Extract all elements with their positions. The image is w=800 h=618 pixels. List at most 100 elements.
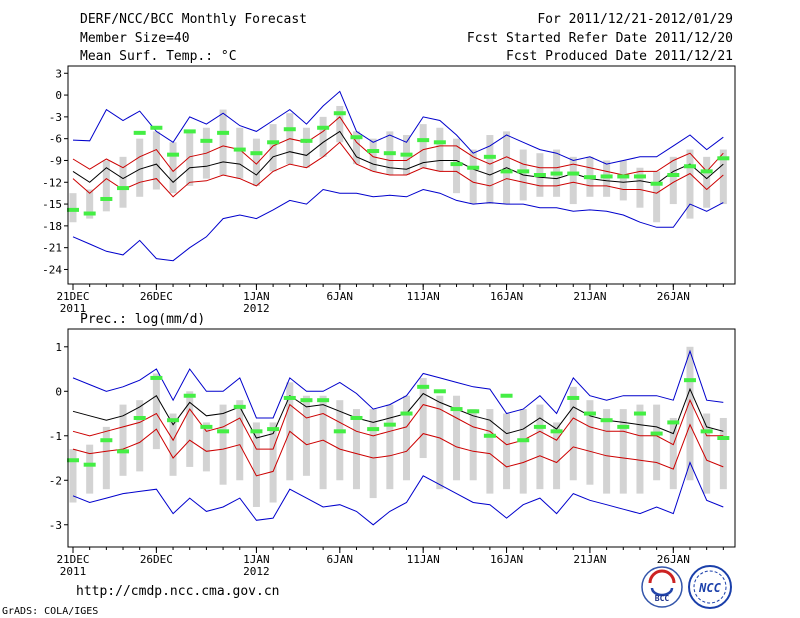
prec-spread-box-11 (236, 400, 244, 481)
bcc-logo-wave-icon (650, 587, 674, 597)
prec-observed-marker-20 (383, 422, 396, 427)
source-url[interactable]: http://cmdp.ncc.cma.gov.cn (76, 584, 280, 599)
temp-xtick-label: 21DEC (56, 290, 89, 303)
temp-spread-box-26 (486, 135, 494, 205)
temp-observed-marker-33 (600, 174, 613, 179)
prec-observed-marker-34 (617, 424, 630, 429)
temp-ytick-label: 3 (55, 67, 62, 80)
temp-observed-marker-31 (567, 171, 580, 176)
temp-spread-box-35 (636, 167, 644, 208)
temp-observed-marker-36 (650, 181, 663, 186)
temp-observed-marker-2 (83, 211, 96, 216)
temp-spread-box-38 (686, 149, 694, 219)
temp-observed-marker-26 (483, 154, 496, 159)
temperature-plot-frame (67, 65, 736, 285)
temp-spread-box-23 (436, 127, 444, 172)
prec-spread-box-9 (202, 422, 210, 472)
temp-observed-marker-19 (367, 149, 380, 154)
prec-observed-marker-29 (533, 424, 546, 429)
prec-observed-marker-31 (567, 395, 580, 400)
prec-spread-box-32 (586, 400, 594, 485)
ncc-logo-globe-icon (693, 570, 727, 604)
temp-spread-box-12 (252, 138, 260, 186)
temp-observed-marker-7 (167, 152, 180, 157)
temp-observed-marker-20 (383, 151, 396, 156)
prec-observed-marker-35 (633, 411, 646, 416)
prec-observed-marker-11 (233, 404, 246, 409)
prec-spread-box-13 (269, 422, 277, 503)
temp-observed-marker-25 (467, 165, 480, 170)
prec-observed-marker-21 (400, 411, 413, 416)
prec-observed-marker-39 (700, 429, 713, 434)
prec-spread-box-15 (302, 395, 310, 476)
temp-xtick-label: 6JAN (327, 290, 354, 303)
temp-xtick-year-label: 2011 (60, 302, 87, 315)
temp-ytick-label: -24 (42, 263, 62, 276)
prec-observed-marker-24 (450, 407, 463, 412)
temp-observed-marker-34 (617, 174, 630, 179)
temp-spread-box-22 (419, 124, 427, 168)
prec-xtick-label: 6JAN (327, 553, 354, 566)
prec-observed-marker-36 (650, 431, 663, 436)
temp-observed-marker-13 (267, 140, 280, 145)
temp-spread-box-37 (669, 156, 677, 205)
prec-ytick-label: -3 (49, 519, 62, 532)
member-size: Member Size=40 (80, 31, 190, 46)
prec-spread-box-33 (603, 409, 611, 494)
prec-spread-box-31 (569, 386, 577, 481)
prec-observed-marker-27 (500, 393, 513, 398)
temp-spread-box-15 (302, 127, 310, 168)
temp-ytick-label: -21 (42, 242, 62, 255)
prec-spread-box-35 (636, 404, 644, 494)
prec-spread-box-30 (553, 422, 561, 490)
temp-upper-line (72, 116, 724, 176)
prec-spread-box-1 (69, 449, 77, 503)
temp-spread-box-31 (569, 156, 577, 205)
prec-spread-box-27 (503, 413, 511, 490)
prec-spread-box-40 (719, 417, 727, 490)
prec-min-line (72, 461, 724, 526)
temp-spread-box-8 (186, 131, 194, 186)
temp-spread-box-18 (352, 131, 360, 165)
temp-observed-marker-17 (333, 111, 346, 116)
temp-observed-marker-8 (183, 129, 196, 134)
temp-max-line (72, 90, 724, 165)
prec-upper-line (72, 398, 724, 450)
prec-xtick-label: 16JAN (490, 553, 523, 566)
temp-spread-box-40 (719, 149, 727, 205)
temp-spread-box-34 (619, 160, 627, 201)
prec-observed-marker-32 (583, 411, 596, 416)
precip-panel-title: Prec.: log(mm/d) (80, 312, 205, 327)
prec-spread-box-23 (436, 395, 444, 490)
temp-observed-marker-6 (150, 125, 163, 130)
temp-spread-box-2 (86, 189, 94, 219)
prec-observed-marker-26 (483, 433, 496, 438)
prec-spread-box-39 (703, 413, 711, 494)
prec-observed-marker-15 (300, 398, 313, 403)
prec-spread-box-10 (219, 404, 227, 485)
prec-spread-box-3 (102, 426, 110, 490)
temp-observed-marker-1 (67, 207, 80, 212)
prec-observed-marker-16 (317, 398, 330, 403)
prec-spread-box-26 (486, 409, 494, 494)
temp-lower-line (72, 141, 724, 198)
temp-spread-box-7 (169, 142, 177, 194)
temp-xtick-label: 26DEC (140, 290, 173, 303)
prec-spread-box-19 (369, 409, 377, 499)
prec-spread-box-18 (352, 409, 360, 490)
prec-observed-marker-8 (183, 393, 196, 398)
prec-ytick-label: -2 (49, 474, 62, 487)
prec-observed-marker-33 (600, 418, 613, 423)
temp-min-line (72, 188, 724, 262)
temp-observed-marker-18 (350, 135, 363, 140)
prec-spread-box-29 (536, 404, 544, 490)
temp-observed-marker-23 (433, 140, 446, 145)
temp-spread-box-4 (119, 156, 127, 208)
prec-spread-box-6 (152, 373, 160, 450)
prec-spread-box-16 (319, 395, 327, 490)
temp-panel-title: Mean Surf. Temp.: °C (80, 49, 237, 64)
prec-xtick-label: 21DEC (56, 553, 89, 566)
temp-observed-marker-21 (400, 152, 413, 157)
temp-observed-marker-4 (117, 186, 130, 191)
